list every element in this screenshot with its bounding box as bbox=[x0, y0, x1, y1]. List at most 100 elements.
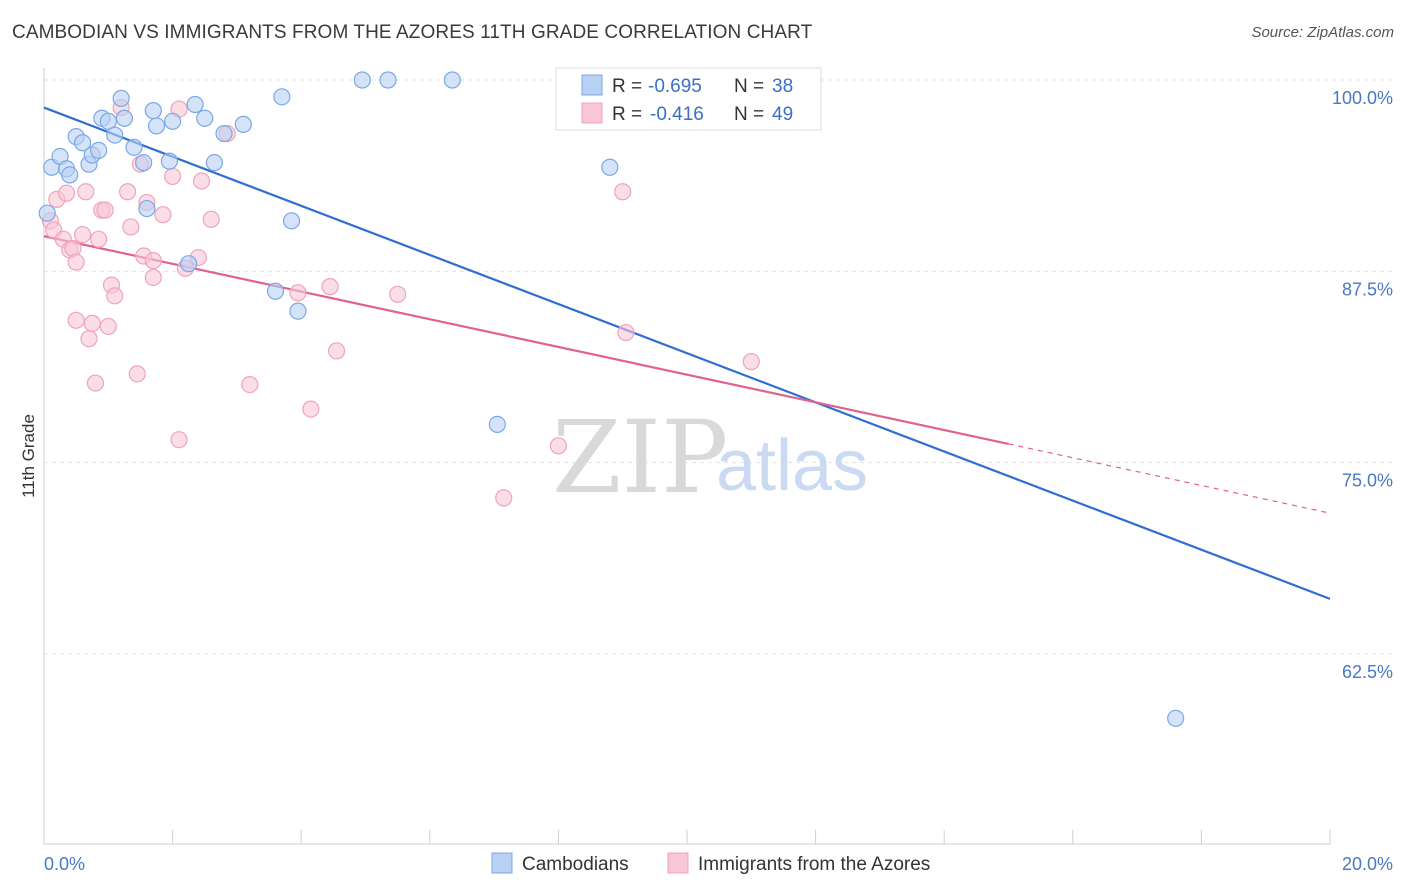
x-tick-marks bbox=[172, 830, 1331, 844]
data-point-cambodians bbox=[1167, 709, 1185, 727]
watermark-atlas: atlas bbox=[716, 426, 868, 506]
data-point-cambodians bbox=[106, 126, 124, 144]
data-point-cambodians bbox=[38, 204, 56, 222]
data-point-cambodians bbox=[135, 154, 153, 172]
data-point-azores bbox=[164, 167, 182, 186]
chart-source: Source: ZipAtlas.com bbox=[1251, 24, 1394, 41]
y-axis-label: 11th Grade bbox=[19, 414, 38, 498]
data-point-azores bbox=[617, 323, 635, 342]
legend: R = -0.695 N = 38 R = -0.416 N = 49 bbox=[555, 67, 822, 131]
legend-r-value-1: -0.695 bbox=[648, 76, 702, 97]
x-tick-label-max: 20.0% bbox=[1342, 854, 1393, 874]
data-point-azores bbox=[57, 184, 76, 202]
data-point-azores bbox=[96, 201, 114, 219]
bottom-legend-label-azores: Immigrants from the Azores bbox=[698, 854, 930, 875]
trend-line-azores bbox=[43, 235, 1009, 445]
data-point-azores bbox=[118, 183, 137, 201]
data-point-azores bbox=[67, 311, 85, 329]
legend-swatch-azores bbox=[581, 102, 603, 124]
legend-n-value-2: 49 bbox=[772, 104, 793, 125]
data-point-azores bbox=[77, 183, 95, 201]
data-point-azores bbox=[614, 183, 632, 201]
y-tick-label: 100.0% bbox=[1332, 88, 1393, 108]
data-point-azores bbox=[86, 374, 105, 392]
data-point-cambodians bbox=[379, 71, 397, 89]
data-point-azores bbox=[144, 252, 162, 270]
y-tick-label: 62.5% bbox=[1342, 662, 1393, 682]
data-point-azores bbox=[122, 218, 140, 236]
data-point-cambodians bbox=[266, 282, 285, 300]
data-point-azores bbox=[289, 284, 307, 302]
trend-line-extension-azores bbox=[1008, 443, 1331, 514]
data-point-cambodians bbox=[138, 199, 156, 218]
data-point-azores bbox=[154, 206, 172, 224]
x-tick-label-min: 0.0% bbox=[44, 854, 85, 874]
data-point-azores bbox=[170, 431, 188, 449]
data-point-cambodians bbox=[196, 109, 214, 127]
y-tick-label: 75.0% bbox=[1342, 471, 1393, 491]
data-point-azores bbox=[144, 268, 162, 287]
data-point-azores bbox=[80, 330, 98, 348]
bottom-legend-swatch-azores bbox=[667, 852, 689, 874]
data-point-cambodians bbox=[443, 71, 461, 89]
data-point-cambodians bbox=[273, 88, 291, 106]
bottom-legend-swatch-cambodians bbox=[491, 852, 513, 874]
data-point-cambodians bbox=[73, 134, 92, 152]
data-point-azores bbox=[83, 314, 101, 332]
series-cambodians-points bbox=[38, 71, 1185, 727]
bottom-legend-label-cambodians: Cambodians bbox=[522, 854, 629, 875]
legend-r-value-2: -0.416 bbox=[650, 104, 704, 125]
data-point-cambodians bbox=[234, 115, 252, 133]
legend-r-label-2: R = bbox=[612, 104, 642, 125]
data-point-azores bbox=[67, 253, 85, 271]
data-point-cambodians bbox=[180, 255, 198, 273]
watermark-zip: ZIP bbox=[552, 399, 728, 516]
data-point-azores bbox=[128, 365, 146, 383]
data-point-cambodians bbox=[112, 89, 130, 107]
data-point-cambodians bbox=[99, 112, 117, 130]
data-point-cambodians bbox=[125, 138, 143, 156]
grid-lines bbox=[44, 79, 1393, 655]
data-point-azores bbox=[106, 287, 124, 305]
data-point-azores bbox=[495, 489, 513, 507]
data-point-azores bbox=[549, 437, 568, 455]
data-point-azores bbox=[389, 285, 407, 303]
trend-lines bbox=[43, 106, 1331, 600]
data-point-cambodians bbox=[215, 124, 233, 143]
data-point-cambodians bbox=[186, 95, 204, 114]
data-point-azores bbox=[321, 278, 339, 296]
data-point-azores bbox=[327, 342, 346, 360]
data-point-azores bbox=[99, 317, 117, 336]
y-tick-label: 87.5% bbox=[1342, 279, 1393, 299]
data-point-azores bbox=[202, 210, 220, 228]
legend-n-label-1: N = bbox=[734, 76, 764, 97]
data-point-azores bbox=[241, 376, 259, 394]
data-point-azores bbox=[73, 225, 92, 244]
watermark: ZIP atlas bbox=[552, 399, 868, 516]
data-point-cambodians bbox=[205, 154, 223, 172]
data-point-cambodians bbox=[144, 102, 162, 120]
bottom-legend: Cambodians Immigrants from the Azores bbox=[491, 852, 930, 875]
data-point-azores bbox=[192, 172, 211, 190]
trend-line-cambodians bbox=[43, 106, 1331, 600]
data-point-cambodians bbox=[601, 158, 619, 176]
data-point-azores bbox=[90, 230, 108, 248]
data-point-cambodians bbox=[164, 112, 182, 130]
y-tick-labels: 100.0% 87.5% 75.0% 62.5% bbox=[1332, 88, 1393, 682]
data-point-cambodians bbox=[353, 71, 371, 89]
legend-n-value-1: 38 bbox=[772, 76, 793, 97]
data-point-azores bbox=[742, 353, 760, 371]
data-point-cambodians bbox=[90, 141, 108, 160]
data-point-cambodians bbox=[282, 212, 301, 230]
data-point-cambodians bbox=[147, 117, 166, 135]
chart-title: CAMBODIAN VS IMMIGRANTS FROM THE AZORES … bbox=[12, 22, 813, 43]
data-point-cambodians bbox=[488, 415, 506, 433]
data-point-azores bbox=[302, 400, 320, 418]
legend-n-label-2: N = bbox=[734, 104, 764, 125]
data-point-cambodians bbox=[61, 166, 79, 184]
legend-swatch-cambodians bbox=[581, 74, 603, 96]
legend-r-label-1: R = bbox=[612, 76, 642, 97]
data-point-cambodians bbox=[289, 302, 307, 320]
data-point-cambodians bbox=[115, 109, 133, 127]
